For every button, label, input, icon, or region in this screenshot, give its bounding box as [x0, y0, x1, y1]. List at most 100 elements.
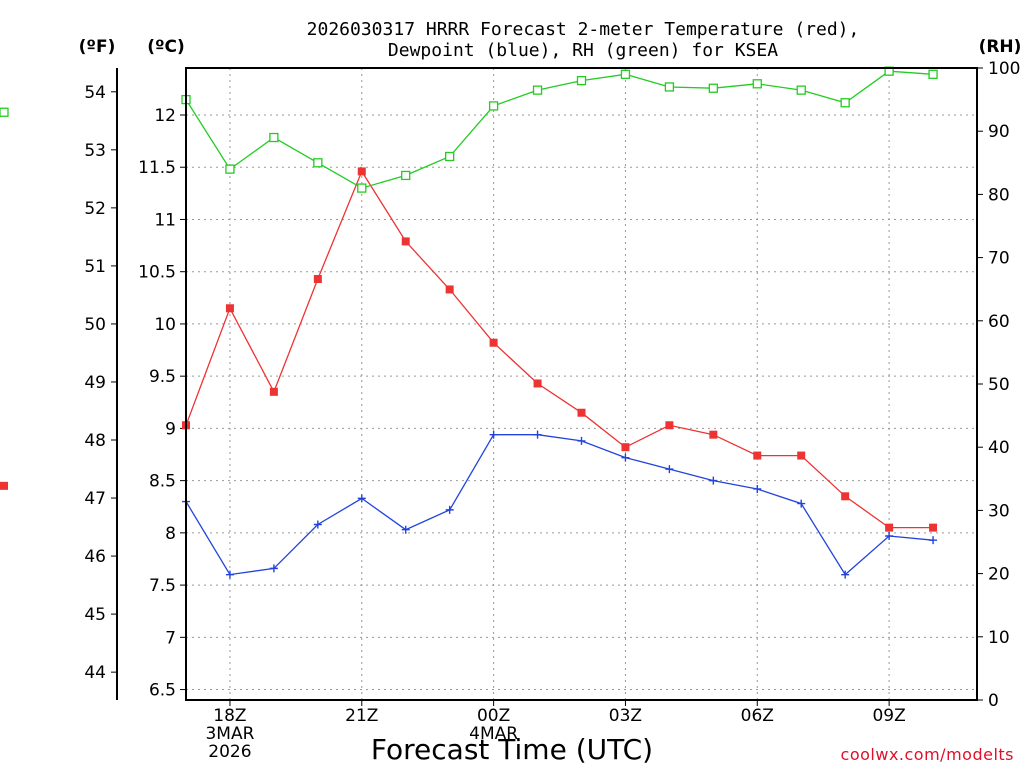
celsius-tick-label: 6.5 [149, 681, 176, 701]
celsius-tick-label: 9 [165, 419, 176, 439]
rh-point [708, 83, 718, 93]
dewpoint-point [929, 536, 938, 545]
dewpoint-point [401, 525, 410, 534]
rh-point [313, 158, 323, 168]
series-rh [0, 66, 938, 193]
rh-point [796, 85, 806, 95]
chart-title-line1: 2026030317 HRRR Forecast 2-meter Tempera… [307, 19, 860, 40]
temperature-point [269, 387, 278, 396]
temperature-point [401, 237, 410, 246]
fahrenheit-tick-label: 46 [84, 547, 106, 567]
time-tick-label: 00Z [477, 706, 510, 726]
celsius-tick-label: 7.5 [149, 576, 176, 596]
rh-line [185, 70, 934, 189]
gridlines [186, 68, 977, 700]
temperature-line [185, 169, 934, 529]
credit-text: coolwx.com/modelts [841, 745, 1014, 764]
rh-point [752, 79, 762, 89]
rh-point [269, 132, 279, 143]
celsius-tick-label: 7 [165, 628, 176, 648]
celsius-tick-label: 8.5 [149, 472, 176, 492]
celsius-tick-label: 10.5 [138, 263, 176, 283]
temperature-point [445, 285, 454, 294]
celsius-tick-label: 9.5 [149, 367, 176, 387]
celsius-tick-label: 11.5 [138, 158, 176, 178]
dewpoint-line [185, 434, 934, 576]
rh-tick-label: 60 [988, 312, 1010, 332]
data-series [0, 66, 938, 579]
time-tick-label: 3MAR [205, 724, 254, 744]
temperature-point [577, 408, 586, 417]
dewpoint-point [621, 453, 630, 462]
rh-point [0, 107, 9, 117]
plot-frame [185, 67, 978, 701]
fahrenheit-tick-label: 48 [84, 431, 106, 451]
temperature-point [885, 523, 894, 532]
time-tick-label: 09Z [872, 706, 905, 726]
rh-point [225, 164, 235, 174]
dewpoint-point [753, 484, 762, 493]
rh-axis: 0 10 20 30 40 50 60 70 80 90 100 [977, 59, 1020, 711]
dewpoint-point [313, 520, 322, 529]
rh-tick-label: 40 [988, 438, 1010, 458]
series-temperature [0, 167, 938, 532]
temperature-point [709, 430, 718, 439]
rh-tick-label: 50 [988, 375, 1010, 395]
dewpoint-point [533, 430, 542, 439]
dewpoint-point [577, 436, 586, 445]
series-dewpoint [182, 430, 938, 579]
rh-tick-label: 90 [988, 122, 1010, 142]
temperature-point [929, 523, 938, 532]
rh-tick-label: 20 [988, 565, 1010, 585]
dewpoint-point [225, 570, 234, 579]
fahrenheit-tick-label: 51 [84, 257, 106, 277]
rh-unit-label: (RH) [979, 37, 1022, 57]
temperature-point [0, 481, 8, 490]
rh-point [664, 82, 675, 92]
dewpoint-point [797, 499, 806, 508]
temperature-point [753, 451, 762, 460]
celsius-unit-label: (ºC) [147, 37, 185, 57]
celsius-tick-label: 10 [154, 315, 176, 335]
rh-point [401, 170, 411, 181]
rh-point [620, 69, 631, 79]
rh-tick-label: 80 [988, 185, 1010, 205]
temperature-point [841, 492, 850, 501]
celsius-tick-label: 11 [154, 210, 176, 230]
temperature-point [665, 421, 674, 430]
dewpoint-point [665, 465, 674, 474]
time-tick-label: 03Z [609, 706, 642, 726]
dewpoint-point [841, 570, 850, 579]
rh-point [928, 69, 938, 79]
fahrenheit-tick-label: 45 [84, 605, 106, 625]
fahrenheit-tick-label: 53 [84, 141, 106, 161]
rh-tick-label: 30 [988, 501, 1010, 521]
temperature-point [225, 304, 234, 313]
temperature-point [313, 275, 322, 284]
time-tick-label: 21Z [345, 706, 378, 726]
celsius-tick-label: 12 [154, 106, 176, 126]
celsius-axis: 6.5 7 7.5 8 8.5 9 9.5 10 10.5 11 11.5 12 [138, 106, 186, 701]
fahrenheit-axis: 44 45 46 47 48 49 50 51 52 53 54 [84, 68, 118, 700]
rh-point [840, 98, 850, 108]
dewpoint-point [885, 531, 894, 540]
fahrenheit-unit-label: (ºF) [79, 37, 116, 57]
dewpoint-point [709, 476, 718, 485]
fahrenheit-tick-label: 49 [84, 373, 106, 393]
fahrenheit-tick-label: 44 [84, 663, 106, 683]
rh-point [357, 183, 367, 193]
time-tick-label: 2026 [208, 742, 251, 762]
dewpoint-point [357, 494, 366, 503]
dewpoint-point [269, 564, 278, 573]
fahrenheit-tick-label: 52 [84, 199, 106, 219]
celsius-tick-label: 8 [165, 524, 176, 544]
chart-title-line2: Dewpoint (blue), RH (green) for KSEA [388, 40, 778, 61]
time-tick-label: 4MAR [469, 724, 518, 744]
rh-tick-label: 10 [988, 628, 1010, 648]
rh-tick-label: 0 [988, 691, 999, 711]
fahrenheit-tick-label: 54 [84, 83, 106, 103]
dewpoint-point [489, 430, 498, 439]
rh-tick-label: 100 [988, 59, 1020, 79]
